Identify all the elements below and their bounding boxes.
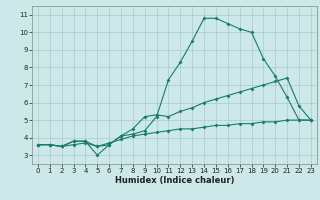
X-axis label: Humidex (Indice chaleur): Humidex (Indice chaleur) [115,176,234,185]
